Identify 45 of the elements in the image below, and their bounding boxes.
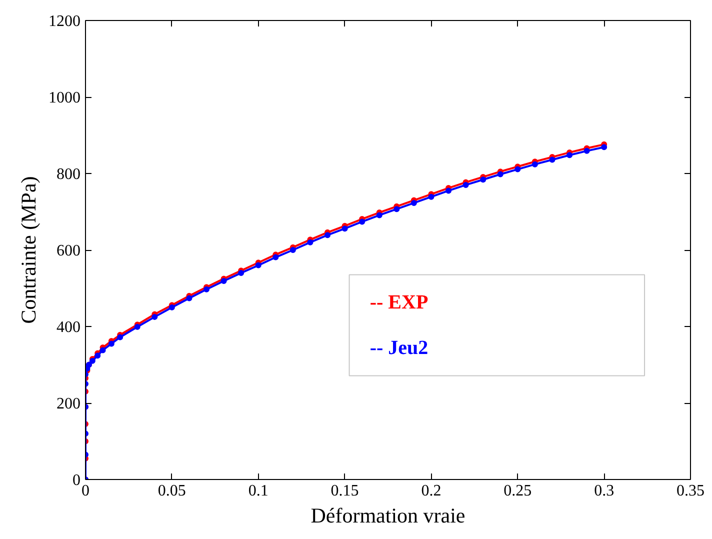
x-tick-label: 0.35 <box>676 482 704 500</box>
point <box>566 152 572 158</box>
point <box>100 347 106 354</box>
point <box>410 200 417 206</box>
point <box>108 340 114 347</box>
point <box>255 262 262 268</box>
x-tick-label: 0.1 <box>248 482 268 500</box>
point <box>549 156 556 163</box>
point <box>446 188 452 194</box>
point <box>532 161 538 168</box>
point <box>152 314 158 320</box>
point <box>324 232 330 238</box>
y-tick-label: 1000 <box>48 90 80 106</box>
y-tick-label: 1200 <box>48 13 80 30</box>
y-axis-title: Contrainte (MPa) <box>16 176 40 324</box>
point <box>117 334 124 340</box>
y-tick-label: 200 <box>56 396 80 412</box>
x-tick-label: 0.25 <box>504 482 532 500</box>
point <box>307 239 314 246</box>
point <box>480 176 486 183</box>
point <box>462 182 469 188</box>
x-tick-label: 0.05 <box>158 482 186 500</box>
point <box>359 218 366 225</box>
point <box>584 148 590 154</box>
point <box>342 226 348 232</box>
point <box>514 166 521 172</box>
y-tick-label: 800 <box>56 166 80 183</box>
point <box>394 206 400 212</box>
text: -- EXP <box>370 291 428 314</box>
y-tick-label: 0 <box>72 472 80 489</box>
point <box>186 295 192 302</box>
x-tick-label: 0.2 <box>421 482 442 500</box>
y-tick-label: 400 <box>56 319 80 336</box>
text: -- Jeu2 <box>370 337 428 360</box>
x-axis-title: Déformation vraie <box>310 504 466 528</box>
x-tick-label: 0.15 <box>330 482 359 500</box>
point <box>497 171 504 178</box>
point <box>601 144 608 150</box>
point <box>272 254 279 260</box>
x-tick-label: 0.3 <box>594 482 614 500</box>
point <box>290 247 296 253</box>
point <box>94 352 101 359</box>
point <box>376 212 382 218</box>
y-tick-label: 600 <box>56 242 80 260</box>
point <box>428 194 434 200</box>
